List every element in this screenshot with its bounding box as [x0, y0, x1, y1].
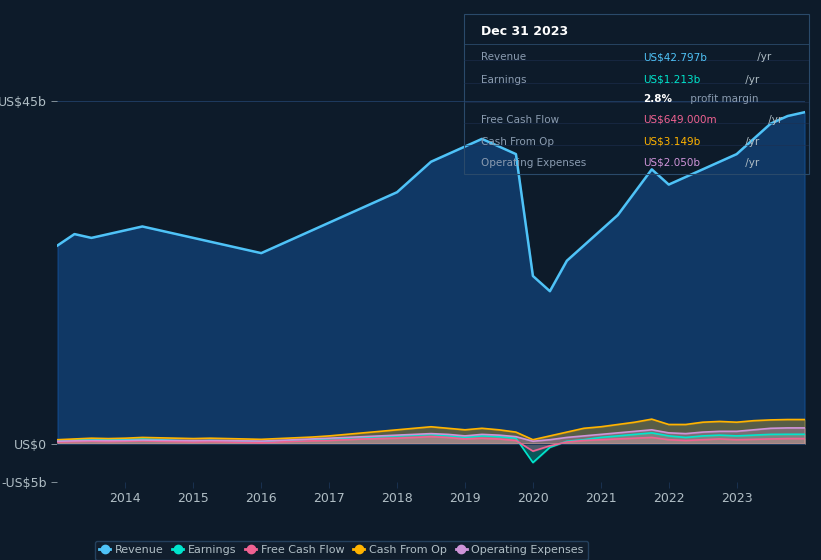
Text: /yr: /yr	[764, 115, 782, 124]
Text: US$2.050b: US$2.050b	[643, 158, 700, 167]
Text: 2.8%: 2.8%	[643, 94, 672, 104]
Text: Free Cash Flow: Free Cash Flow	[481, 115, 559, 124]
Text: /yr: /yr	[742, 158, 759, 167]
Text: US$3.149b: US$3.149b	[643, 137, 700, 147]
Text: Revenue: Revenue	[481, 52, 526, 62]
Legend: Revenue, Earnings, Free Cash Flow, Cash From Op, Operating Expenses: Revenue, Earnings, Free Cash Flow, Cash …	[94, 541, 588, 560]
Text: US$1.213b: US$1.213b	[643, 74, 700, 85]
Text: Dec 31 2023: Dec 31 2023	[481, 25, 568, 38]
Text: US$42.797b: US$42.797b	[643, 52, 707, 62]
Text: Cash From Op: Cash From Op	[481, 137, 554, 147]
Text: US$649.000m: US$649.000m	[643, 115, 717, 124]
Text: profit margin: profit margin	[687, 94, 759, 104]
Text: Earnings: Earnings	[481, 74, 526, 85]
Text: /yr: /yr	[754, 52, 771, 62]
Text: /yr: /yr	[742, 74, 759, 85]
Text: /yr: /yr	[742, 137, 759, 147]
Text: Operating Expenses: Operating Expenses	[481, 158, 586, 167]
